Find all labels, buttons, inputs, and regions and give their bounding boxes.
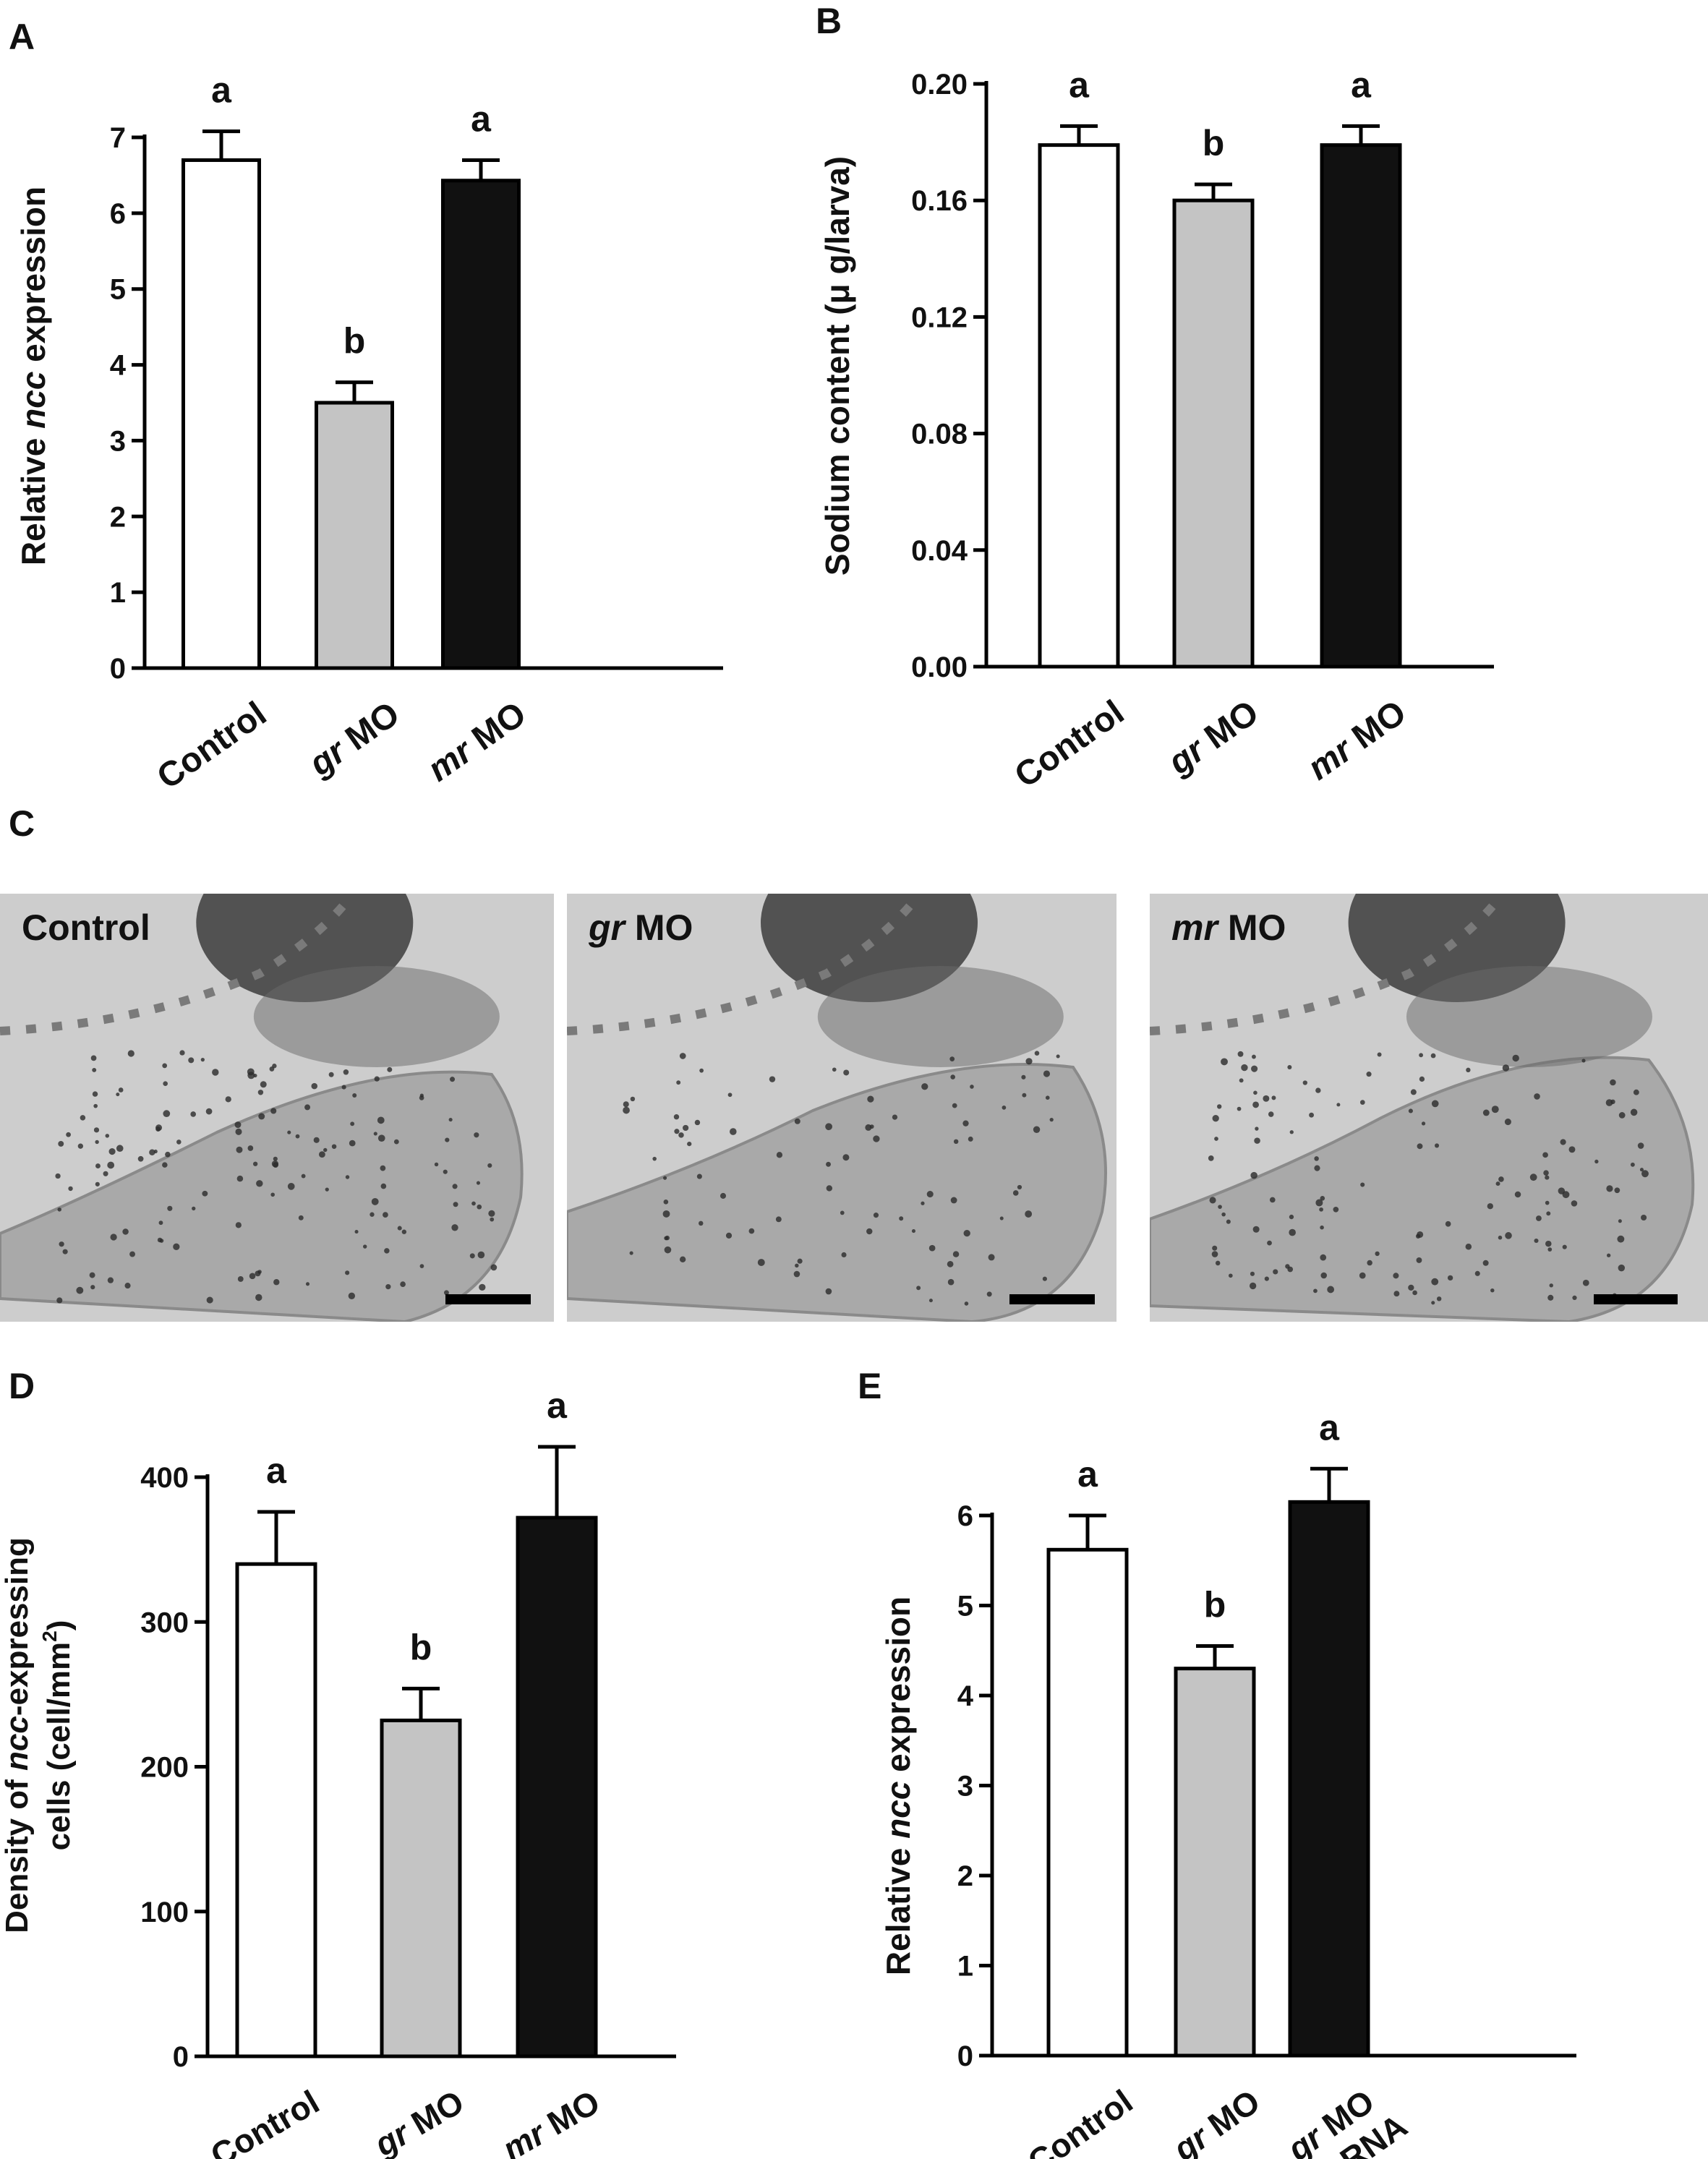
- category-label: Control: [150, 695, 273, 797]
- y-tick-label: 0: [173, 2041, 189, 2073]
- significance-letter: a: [471, 98, 492, 139]
- category-label: Control: [1021, 2082, 1140, 2159]
- svg-text:gr MO: gr MO: [1166, 2082, 1267, 2159]
- y-tick-label: 7: [110, 122, 126, 154]
- y-tick-label: 300: [140, 1607, 189, 1638]
- category-label: mr MO: [496, 2083, 606, 2159]
- y-tick-label: 3: [110, 425, 126, 457]
- micrograph-label: mr MO: [1171, 907, 1286, 948]
- y-tick-label: 100: [140, 1897, 189, 1928]
- y-tick-label: 0.16: [911, 185, 968, 217]
- y-tick-label: 0: [110, 653, 126, 685]
- significance-letter: b: [1203, 123, 1225, 163]
- significance-letter: b: [1204, 1585, 1226, 1625]
- y-tick-label: 0: [957, 2040, 973, 2072]
- bar: [315, 401, 394, 670]
- bar: [235, 1562, 317, 2058]
- category-label: gr MO: [367, 2083, 470, 2159]
- category-label: mr MO: [1301, 693, 1413, 788]
- y-tick-label: 0.04: [911, 535, 968, 567]
- svg-text:Control: Control: [1008, 693, 1131, 795]
- category-label: Control: [1008, 693, 1131, 795]
- y-tick-label: 4: [110, 350, 127, 382]
- category-label: gr MO+gr cRNA: [1280, 2082, 1414, 2159]
- bar: [182, 158, 261, 670]
- y-tick-label: 0.00: [911, 651, 968, 683]
- y-tick-label: 200: [140, 1752, 189, 1784]
- svg-text:cells (cell/mm2): cells (cell/mm2): [38, 1620, 77, 1851]
- svg-text:gr MO: gr MO: [1161, 693, 1265, 783]
- y-axis-label: Relative ncc expression: [879, 1596, 917, 1975]
- y-tick-label: 5: [957, 1591, 973, 1623]
- bar: [441, 179, 521, 670]
- bar: [1046, 1547, 1129, 2058]
- y-tick-label: 3: [957, 1771, 973, 1803]
- chart-d: 0 100 200 300 400 Density of ncc-expressingce…: [0, 1385, 676, 2159]
- chart-b: 0.00 0.04 0.08 0.12 0.16 0.20 Sodium content (…: [819, 64, 1494, 795]
- bar: [1320, 143, 1402, 669]
- svg-text:gr MO: gr MO: [367, 2083, 470, 2159]
- svg-text:mr MO: mr MO: [1301, 693, 1413, 788]
- svg-text:Density of ncc-expressing: Density of ncc-expressing: [0, 1537, 35, 1933]
- y-tick-label: 6: [957, 1500, 973, 1532]
- svg-text:Control: Control: [1021, 2082, 1140, 2159]
- y-tick-label: 1: [957, 1951, 973, 1983]
- bar: [516, 1515, 598, 2058]
- svg-text:mr MO: mr MO: [496, 2083, 606, 2159]
- category-label: gr MO: [302, 695, 406, 784]
- significance-letter: a: [266, 1450, 287, 1491]
- y-tick-label: 1: [110, 577, 126, 609]
- bar: [1288, 1500, 1370, 2058]
- y-axis-label: Sodium content (μ g/larva): [819, 156, 856, 576]
- significance-letter: a: [1069, 64, 1090, 105]
- significance-letter: b: [343, 321, 366, 362]
- svg-text:Control: Control: [204, 2083, 325, 2159]
- category-label: Control: [204, 2083, 325, 2159]
- scale-bar: [1594, 1294, 1678, 1304]
- bar: [380, 1718, 462, 2058]
- significance-letter: a: [211, 70, 232, 111]
- svg-text:mr MO: mr MO: [421, 695, 533, 790]
- micrograph-mr-mo: mr MO: [1150, 894, 1708, 1322]
- y-tick-label: 6: [110, 198, 126, 230]
- y-tick-label: 2: [110, 501, 126, 533]
- bar: [1172, 198, 1255, 669]
- significance-letter: a: [547, 1385, 568, 1426]
- y-tick-label: 400: [140, 1462, 189, 1494]
- y-tick-label: 0.12: [911, 302, 968, 333]
- scale-bar: [1009, 1294, 1095, 1304]
- panel-letter-d: D: [9, 1366, 35, 1406]
- significance-letter: a: [1077, 1454, 1098, 1495]
- chart-e: 0 1 2 3 4 5 6 Relative ncc expression a Control b g…: [879, 1407, 1576, 2159]
- significance-letter: a: [1319, 1407, 1340, 1448]
- y-tick-label: 5: [110, 274, 126, 306]
- y-tick-label: 2: [957, 1860, 973, 1892]
- panel-letter-e: E: [858, 1366, 882, 1406]
- panel-letter-c: C: [9, 803, 35, 844]
- category-label: mr MO: [421, 695, 533, 790]
- panel-letter-a: A: [9, 17, 35, 57]
- bar: [1174, 1667, 1256, 2058]
- panel-letter-b: B: [816, 1, 842, 41]
- svg-text:Control: Control: [150, 695, 273, 797]
- significance-letter: a: [1351, 64, 1372, 105]
- category-label: gr MO: [1166, 2082, 1267, 2159]
- category-label: gr MO: [1161, 693, 1265, 783]
- y-axis-label: Relative ncc expression: [14, 187, 52, 565]
- y-tick-label: 0.08: [911, 419, 968, 450]
- y-tick-label: 4: [957, 1680, 974, 1712]
- significance-letter: b: [410, 1627, 432, 1667]
- micrograph-gr-mo: gr MO: [567, 894, 1116, 1322]
- micrograph-label: gr MO: [589, 907, 693, 948]
- chart-a: 0 1 2 3 4 5 6 7 Relative ncc expression a Control b…: [14, 70, 723, 797]
- micrograph-control: Control: [0, 894, 554, 1322]
- bar: [1038, 143, 1120, 669]
- scale-bar: [445, 1294, 531, 1304]
- y-tick-label: 0.20: [911, 69, 968, 101]
- micrograph-label: Control: [22, 907, 150, 948]
- svg-text:gr MO: gr MO: [302, 695, 406, 784]
